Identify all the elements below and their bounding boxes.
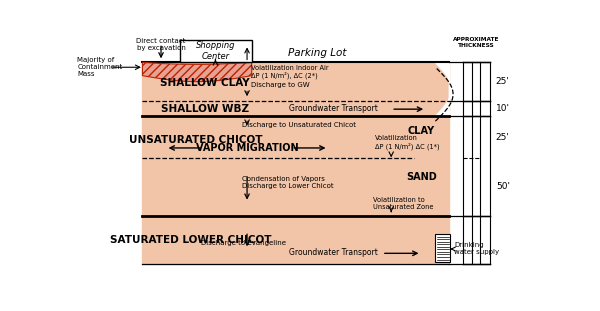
Text: 25': 25' <box>496 77 510 86</box>
Text: 25': 25' <box>496 133 510 142</box>
Text: 50': 50' <box>496 183 510 192</box>
Text: Discharge to Evangeline: Discharge to Evangeline <box>200 240 286 246</box>
Polygon shape <box>425 50 452 116</box>
Text: Shopping
Center: Shopping Center <box>196 41 235 61</box>
Polygon shape <box>142 63 449 264</box>
Text: Parking Lot: Parking Lot <box>287 48 346 58</box>
Text: SHALLOW CLAY: SHALLOW CLAY <box>160 78 250 88</box>
Text: Drinking
water supply: Drinking water supply <box>454 242 499 255</box>
Bar <box>179 40 252 63</box>
Text: SATURATED LOWER CHICOT: SATURATED LOWER CHICOT <box>110 235 272 245</box>
Text: CLAY: CLAY <box>408 126 435 136</box>
Text: 10': 10' <box>496 104 510 113</box>
Text: SAND: SAND <box>406 172 437 183</box>
Text: Majority of
Containment
Mass: Majority of Containment Mass <box>77 57 122 77</box>
Text: SHALLOW WBZ: SHALLOW WBZ <box>161 104 249 114</box>
Bar <box>436 234 450 262</box>
Text: UNSATURATED CHICOT: UNSATURATED CHICOT <box>129 135 263 145</box>
Text: Condensation of Vapors
Discharge to Lower Chicot: Condensation of Vapors Discharge to Lowe… <box>242 176 334 189</box>
Text: Volatilization Indoor Air
ΔP (1 N/m²), ΔC (2*): Volatilization Indoor Air ΔP (1 N/m²), Δ… <box>251 65 328 79</box>
Text: Discharge to GW: Discharge to GW <box>251 82 310 88</box>
Text: APPROXIMATE
THICKNESS: APPROXIMATE THICKNESS <box>453 37 500 48</box>
Text: Groundwater Transport: Groundwater Transport <box>289 248 378 257</box>
Text: VAPOR MIGRATION: VAPOR MIGRATION <box>196 143 298 153</box>
Text: Groundwater Transport: Groundwater Transport <box>289 104 378 113</box>
Text: Direct contact
by excavation: Direct contact by excavation <box>136 38 186 51</box>
Text: Volatilization
ΔP (1 N/m²) ΔC (1*): Volatilization ΔP (1 N/m²) ΔC (1*) <box>375 135 440 150</box>
Polygon shape <box>142 63 252 81</box>
Text: Discharge to Unsaturated Chicot: Discharge to Unsaturated Chicot <box>242 122 356 128</box>
Text: Volatilization to
Unsaturated Zone: Volatilization to Unsaturated Zone <box>373 197 433 210</box>
